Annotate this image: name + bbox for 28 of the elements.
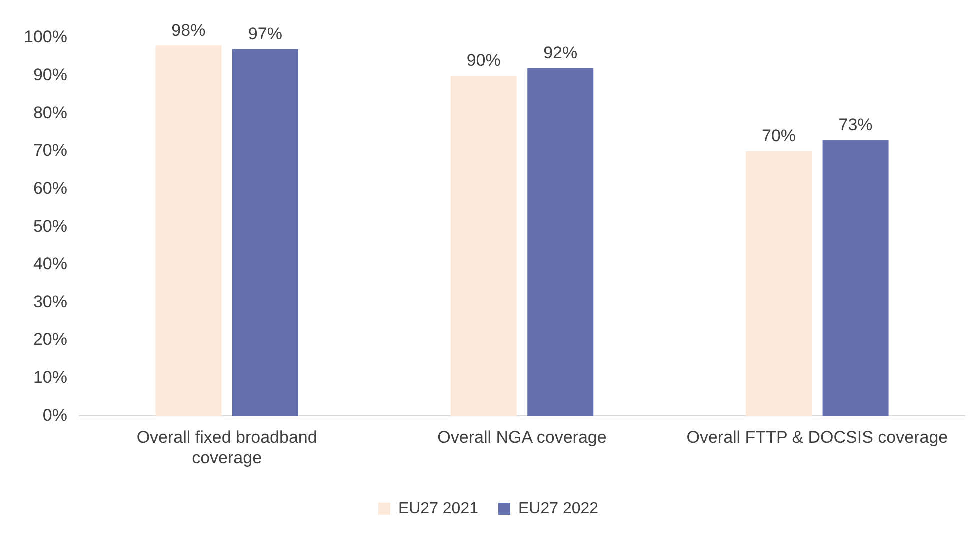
- y-tick-label: 10%: [33, 368, 68, 388]
- legend-label: EU27 2022: [518, 500, 599, 518]
- y-tick-label: 20%: [33, 330, 68, 350]
- x-tick-label: Overall NGA coverage: [438, 428, 607, 448]
- y-tick-label: 100%: [24, 28, 68, 47]
- bar: [528, 68, 594, 416]
- legend-label: EU27 2021: [398, 500, 479, 518]
- data-label: 70%: [762, 126, 796, 146]
- data-label: 73%: [838, 115, 873, 134]
- data-label: 97%: [248, 24, 282, 44]
- bar: [822, 140, 889, 416]
- data-label: 92%: [544, 43, 578, 62]
- y-tick-label: 30%: [33, 292, 68, 312]
- y-tick-label: 40%: [33, 254, 68, 274]
- y-tick-label: 70%: [33, 141, 68, 160]
- data-label: 98%: [172, 20, 206, 40]
- y-tick-label: 0%: [42, 406, 68, 425]
- y-tick-label: 50%: [33, 216, 68, 236]
- y-tick-label: 90%: [33, 66, 68, 85]
- x-tick-label: Overall fixed broadband coverage: [136, 428, 318, 468]
- bar: [746, 151, 812, 416]
- y-tick-label: 60%: [33, 178, 68, 198]
- bar: [232, 49, 298, 416]
- x-tick-label: Overall FTTP & DOCSIS coverage: [686, 428, 948, 448]
- y-tick-label: 80%: [33, 103, 68, 122]
- bar: [450, 76, 517, 416]
- bar: [156, 46, 222, 416]
- data-label: 90%: [466, 51, 501, 70]
